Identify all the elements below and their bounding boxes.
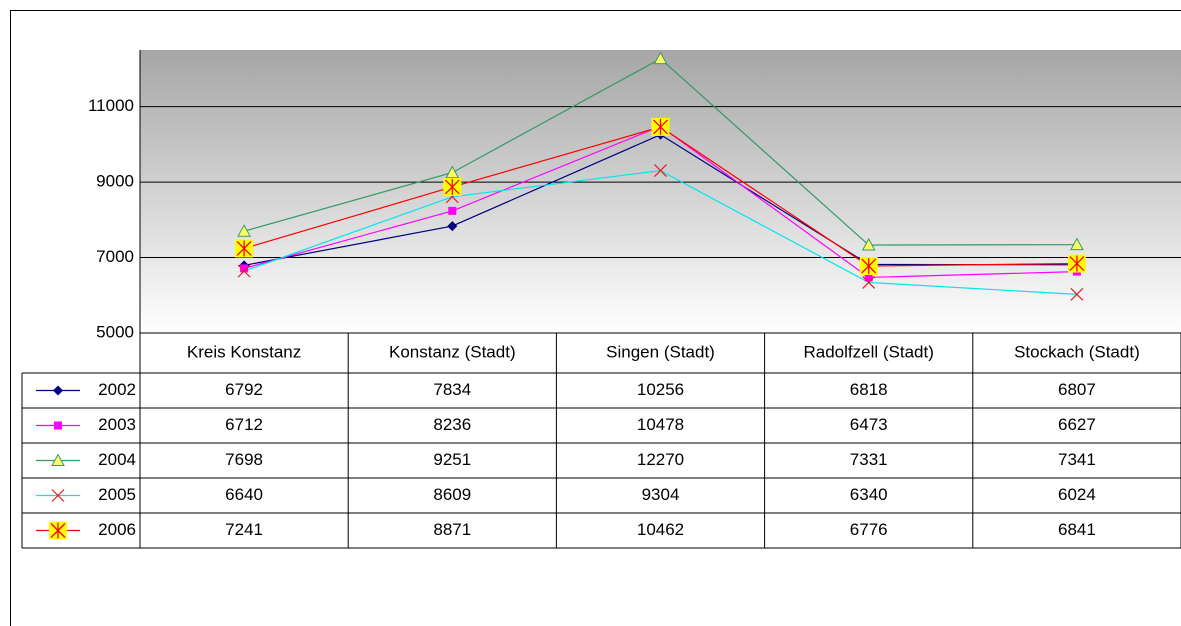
x-tick-label: Kreis Konstanz [187, 342, 301, 361]
marker [1067, 254, 1086, 273]
table-value: 6340 [850, 485, 888, 504]
table-value: 7331 [850, 450, 888, 469]
marker [864, 273, 873, 282]
table-value: 6640 [225, 485, 263, 504]
table-value: 6818 [850, 380, 888, 399]
legend-marker [51, 489, 65, 502]
legend-marker [49, 521, 67, 540]
table-value: 7341 [1058, 450, 1096, 469]
table-value: 7241 [225, 520, 263, 539]
legend-label: 2005 [98, 485, 136, 504]
legend-label: 2004 [98, 450, 136, 469]
table-value: 9304 [642, 485, 680, 504]
table-value: 8609 [433, 485, 471, 504]
table-value: 6841 [1058, 520, 1096, 539]
table-value: 10256 [637, 380, 684, 399]
table-value: 6473 [850, 415, 888, 434]
marker [237, 224, 251, 237]
table-value: 6792 [225, 380, 263, 399]
table-value: 8236 [433, 415, 471, 434]
marker [237, 264, 251, 278]
table-value: 6024 [1058, 485, 1096, 504]
table-value: 8871 [433, 520, 471, 539]
table-value: 6807 [1058, 380, 1096, 399]
legend-label: 2002 [98, 380, 136, 399]
table-value: 6776 [850, 520, 888, 539]
marker [861, 237, 876, 251]
marker [235, 239, 254, 258]
x-tick-label: Konstanz (Stadt) [389, 342, 516, 361]
marker [1070, 237, 1084, 251]
y-tick-label: 11000 [88, 96, 134, 115]
marker [1070, 287, 1084, 301]
table-value: 10462 [637, 520, 684, 539]
marker [654, 164, 667, 178]
marker [862, 276, 876, 289]
legend-marker [53, 385, 63, 396]
legend-label: 2006 [98, 520, 136, 539]
legend-marker [51, 453, 65, 466]
table-value: 9251 [433, 450, 471, 469]
y-tick-label: 5000 [96, 322, 134, 341]
y-tick-label: 9000 [96, 172, 134, 191]
table-value: 6627 [1058, 415, 1096, 434]
x-tick-label: Stockach (Stadt) [1014, 342, 1140, 361]
table-value: 10478 [637, 415, 684, 434]
y-tick-label: 7000 [96, 247, 134, 266]
table-value: 7834 [433, 380, 471, 399]
marker [653, 51, 668, 65]
marker [447, 221, 458, 232]
plot-area [140, 50, 1181, 333]
marker [859, 256, 878, 275]
marker [240, 264, 249, 273]
legend-marker [54, 421, 62, 430]
table-value: 12270 [637, 450, 684, 469]
marker [445, 165, 460, 179]
table-value: 7698 [225, 450, 263, 469]
table-value: 6712 [225, 415, 263, 434]
legend-label: 2003 [98, 415, 136, 434]
marker [443, 177, 462, 196]
x-tick-label: Radolfzell (Stadt) [804, 342, 934, 361]
marker [448, 206, 457, 215]
marker [651, 117, 670, 136]
x-tick-label: Singen (Stadt) [606, 342, 715, 361]
